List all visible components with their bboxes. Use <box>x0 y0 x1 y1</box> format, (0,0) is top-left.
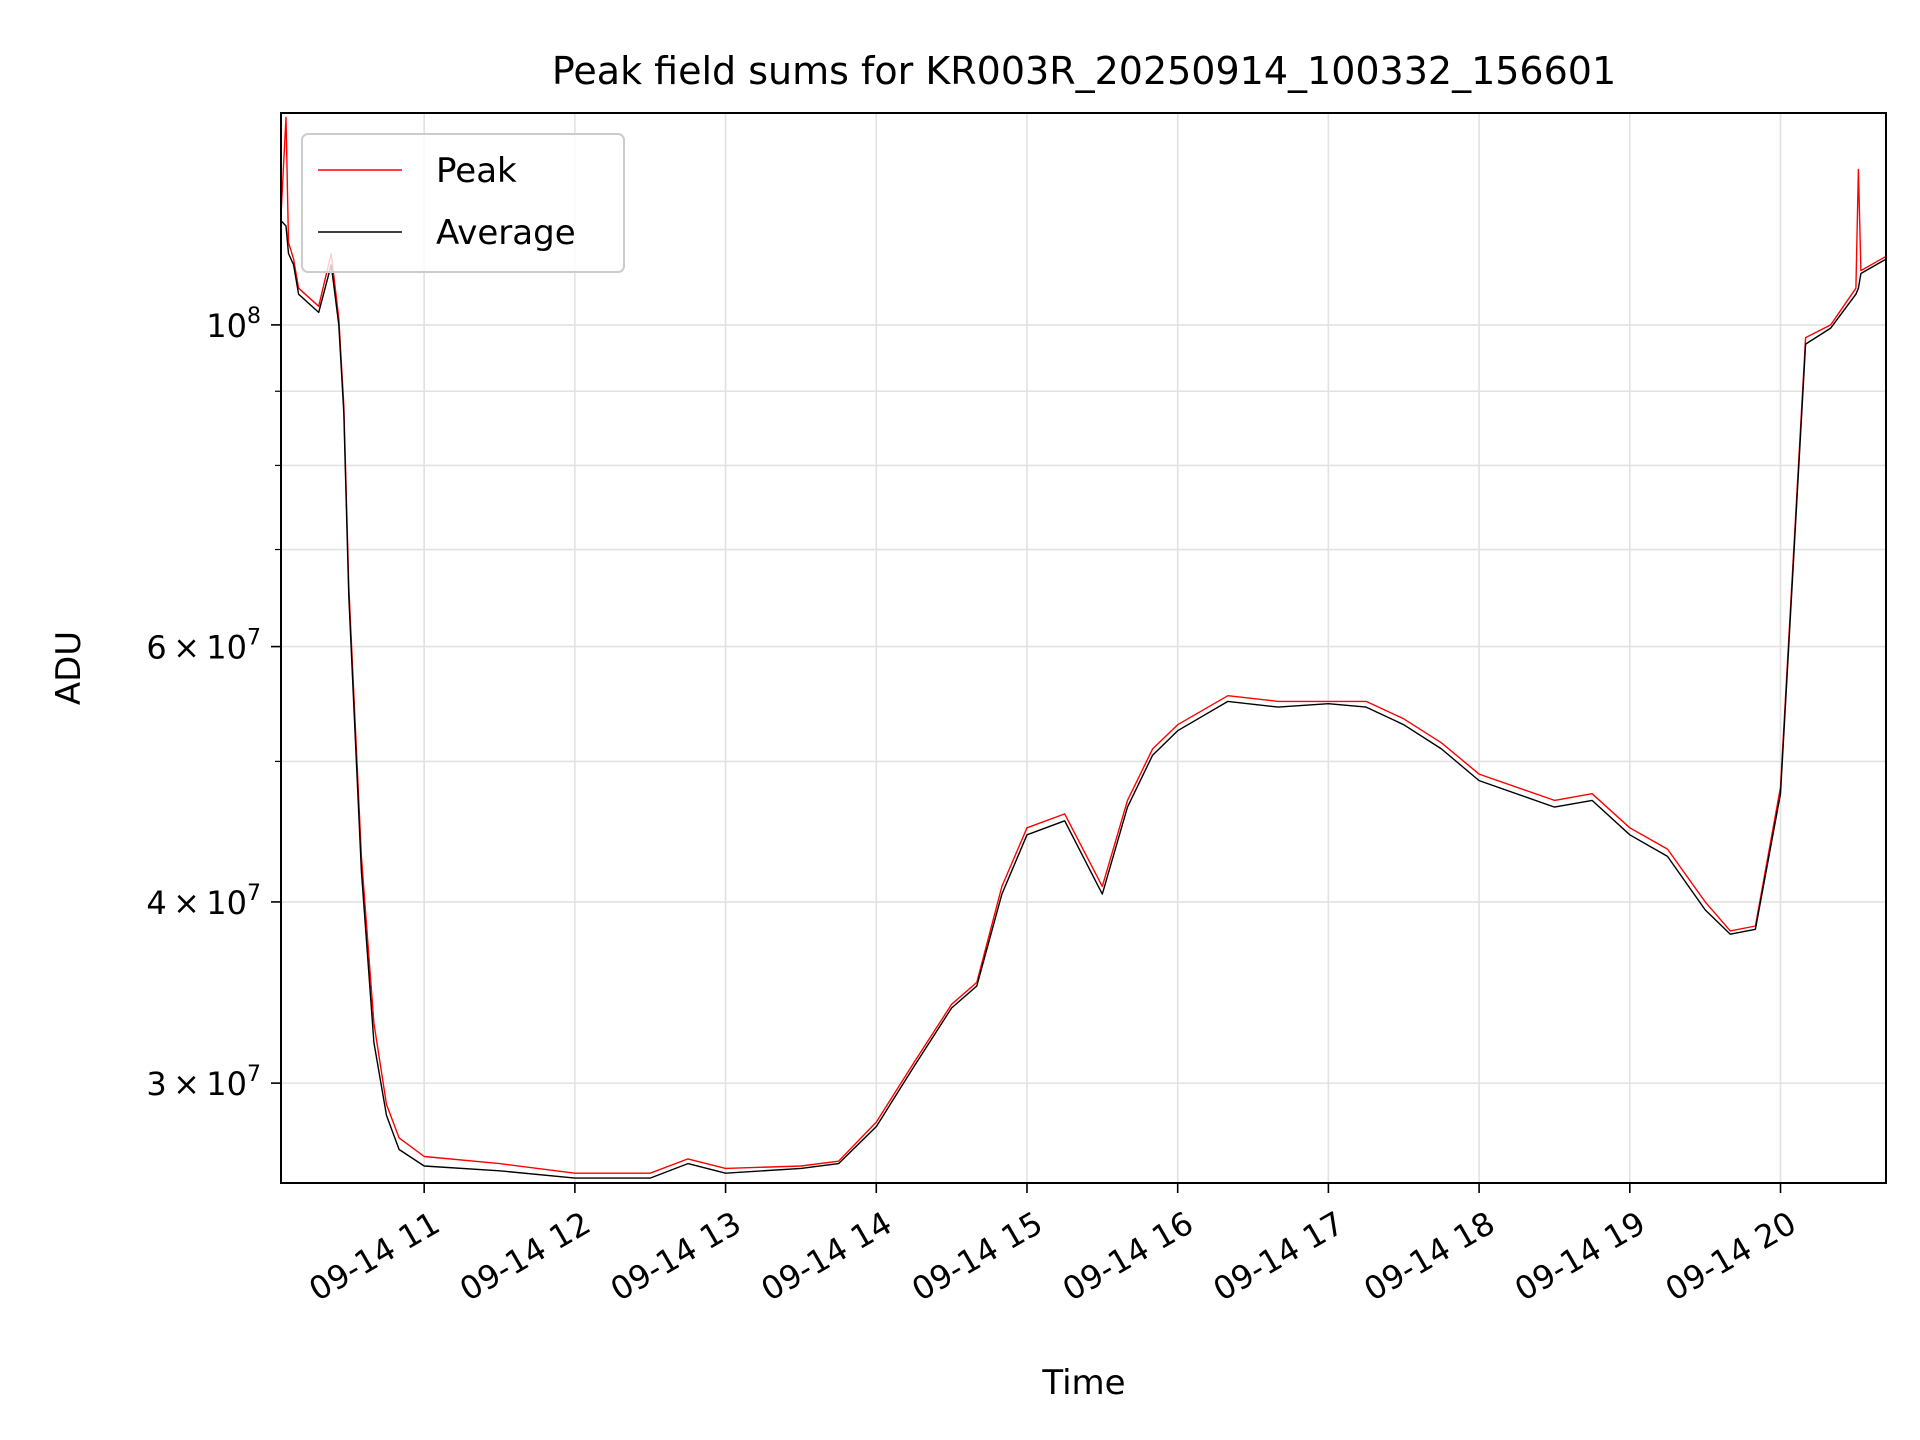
plot-series <box>280 116 1887 1179</box>
y-tick-label: 108 <box>206 304 261 345</box>
chart-title: Peak field sums for KR003R_20250914_1003… <box>552 49 1616 93</box>
legend-label-peak: Peak <box>436 151 517 191</box>
legend: Peak Average <box>301 133 625 273</box>
y-axis-label: ADU <box>49 631 89 705</box>
y-tick-label: 4 × 107 <box>146 881 261 922</box>
y-tick-label: 6 × 107 <box>146 626 261 667</box>
series-line-average <box>280 220 1887 1179</box>
plot-frame <box>280 112 1887 1184</box>
y-tick-label: 3 × 107 <box>146 1062 261 1103</box>
legend-label-average: Average <box>436 213 576 253</box>
y-axis: 108 6 × 107 4 × 107 3 × 107 <box>146 304 281 1103</box>
grid <box>281 113 1886 1183</box>
x-axis-label: Time <box>1041 1363 1125 1403</box>
legend-box <box>301 133 625 273</box>
